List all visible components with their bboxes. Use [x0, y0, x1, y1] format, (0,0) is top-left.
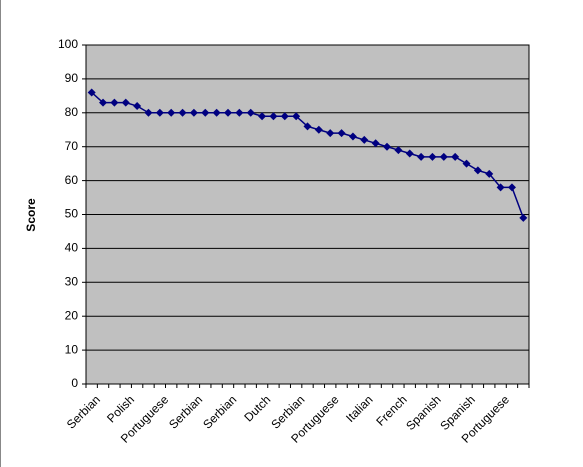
point-marker — [451, 152, 460, 161]
point-marker — [337, 129, 346, 138]
point-marker — [383, 142, 392, 151]
point-marker — [223, 108, 232, 117]
point-marker — [303, 122, 312, 131]
point-marker — [394, 146, 403, 155]
point-marker — [519, 213, 528, 222]
point-marker — [269, 112, 278, 121]
point-marker — [110, 98, 119, 107]
x-tick-label: Dutch — [241, 392, 273, 424]
y-tick-label: 0 — [71, 376, 78, 390]
point-marker — [292, 112, 301, 121]
y-tick-label: 10 — [65, 342, 79, 356]
point-marker — [189, 108, 198, 117]
point-marker — [167, 108, 176, 117]
x-tick-label: Serbian — [200, 392, 239, 431]
y-axis-label: Score — [24, 198, 38, 232]
point-marker — [246, 108, 255, 117]
point-marker — [155, 108, 164, 117]
point-marker — [99, 98, 108, 107]
x-tick-label: Serbian — [166, 392, 205, 431]
y-tick-label: 90 — [65, 71, 79, 85]
point-marker — [496, 183, 505, 192]
y-tick-label: 50 — [65, 207, 79, 221]
point-marker — [485, 169, 494, 178]
x-tick-label: Italian — [343, 392, 376, 425]
point-marker — [428, 152, 437, 161]
point-marker — [462, 159, 471, 168]
point-marker — [417, 152, 426, 161]
y-tick-label: 20 — [65, 308, 79, 322]
point-marker — [326, 129, 335, 138]
point-marker — [348, 132, 357, 141]
point-marker — [212, 108, 221, 117]
point-marker — [133, 102, 142, 111]
y-tick-label: 60 — [65, 173, 79, 187]
point-marker — [473, 166, 482, 175]
y-tick-label: 40 — [65, 241, 79, 255]
y-tick-label: 70 — [65, 139, 79, 153]
y-tick-label: 80 — [65, 105, 79, 119]
point-marker — [405, 149, 414, 158]
point-marker — [314, 125, 323, 134]
point-marker — [371, 139, 380, 148]
y-tick-label: 30 — [65, 274, 79, 288]
point-marker — [87, 88, 96, 97]
x-tick-label: Spanish — [403, 392, 444, 433]
point-marker — [439, 152, 448, 161]
y-tick-label: 100 — [58, 37, 78, 51]
x-tick-label: Serbian — [64, 392, 103, 431]
point-marker — [258, 112, 267, 121]
point-marker — [201, 108, 210, 117]
point-marker — [360, 135, 369, 144]
point-marker — [121, 98, 130, 107]
point-marker — [280, 112, 289, 121]
point-marker — [235, 108, 244, 117]
point-marker — [178, 108, 187, 117]
point-marker — [144, 108, 153, 117]
point-marker — [507, 183, 516, 192]
